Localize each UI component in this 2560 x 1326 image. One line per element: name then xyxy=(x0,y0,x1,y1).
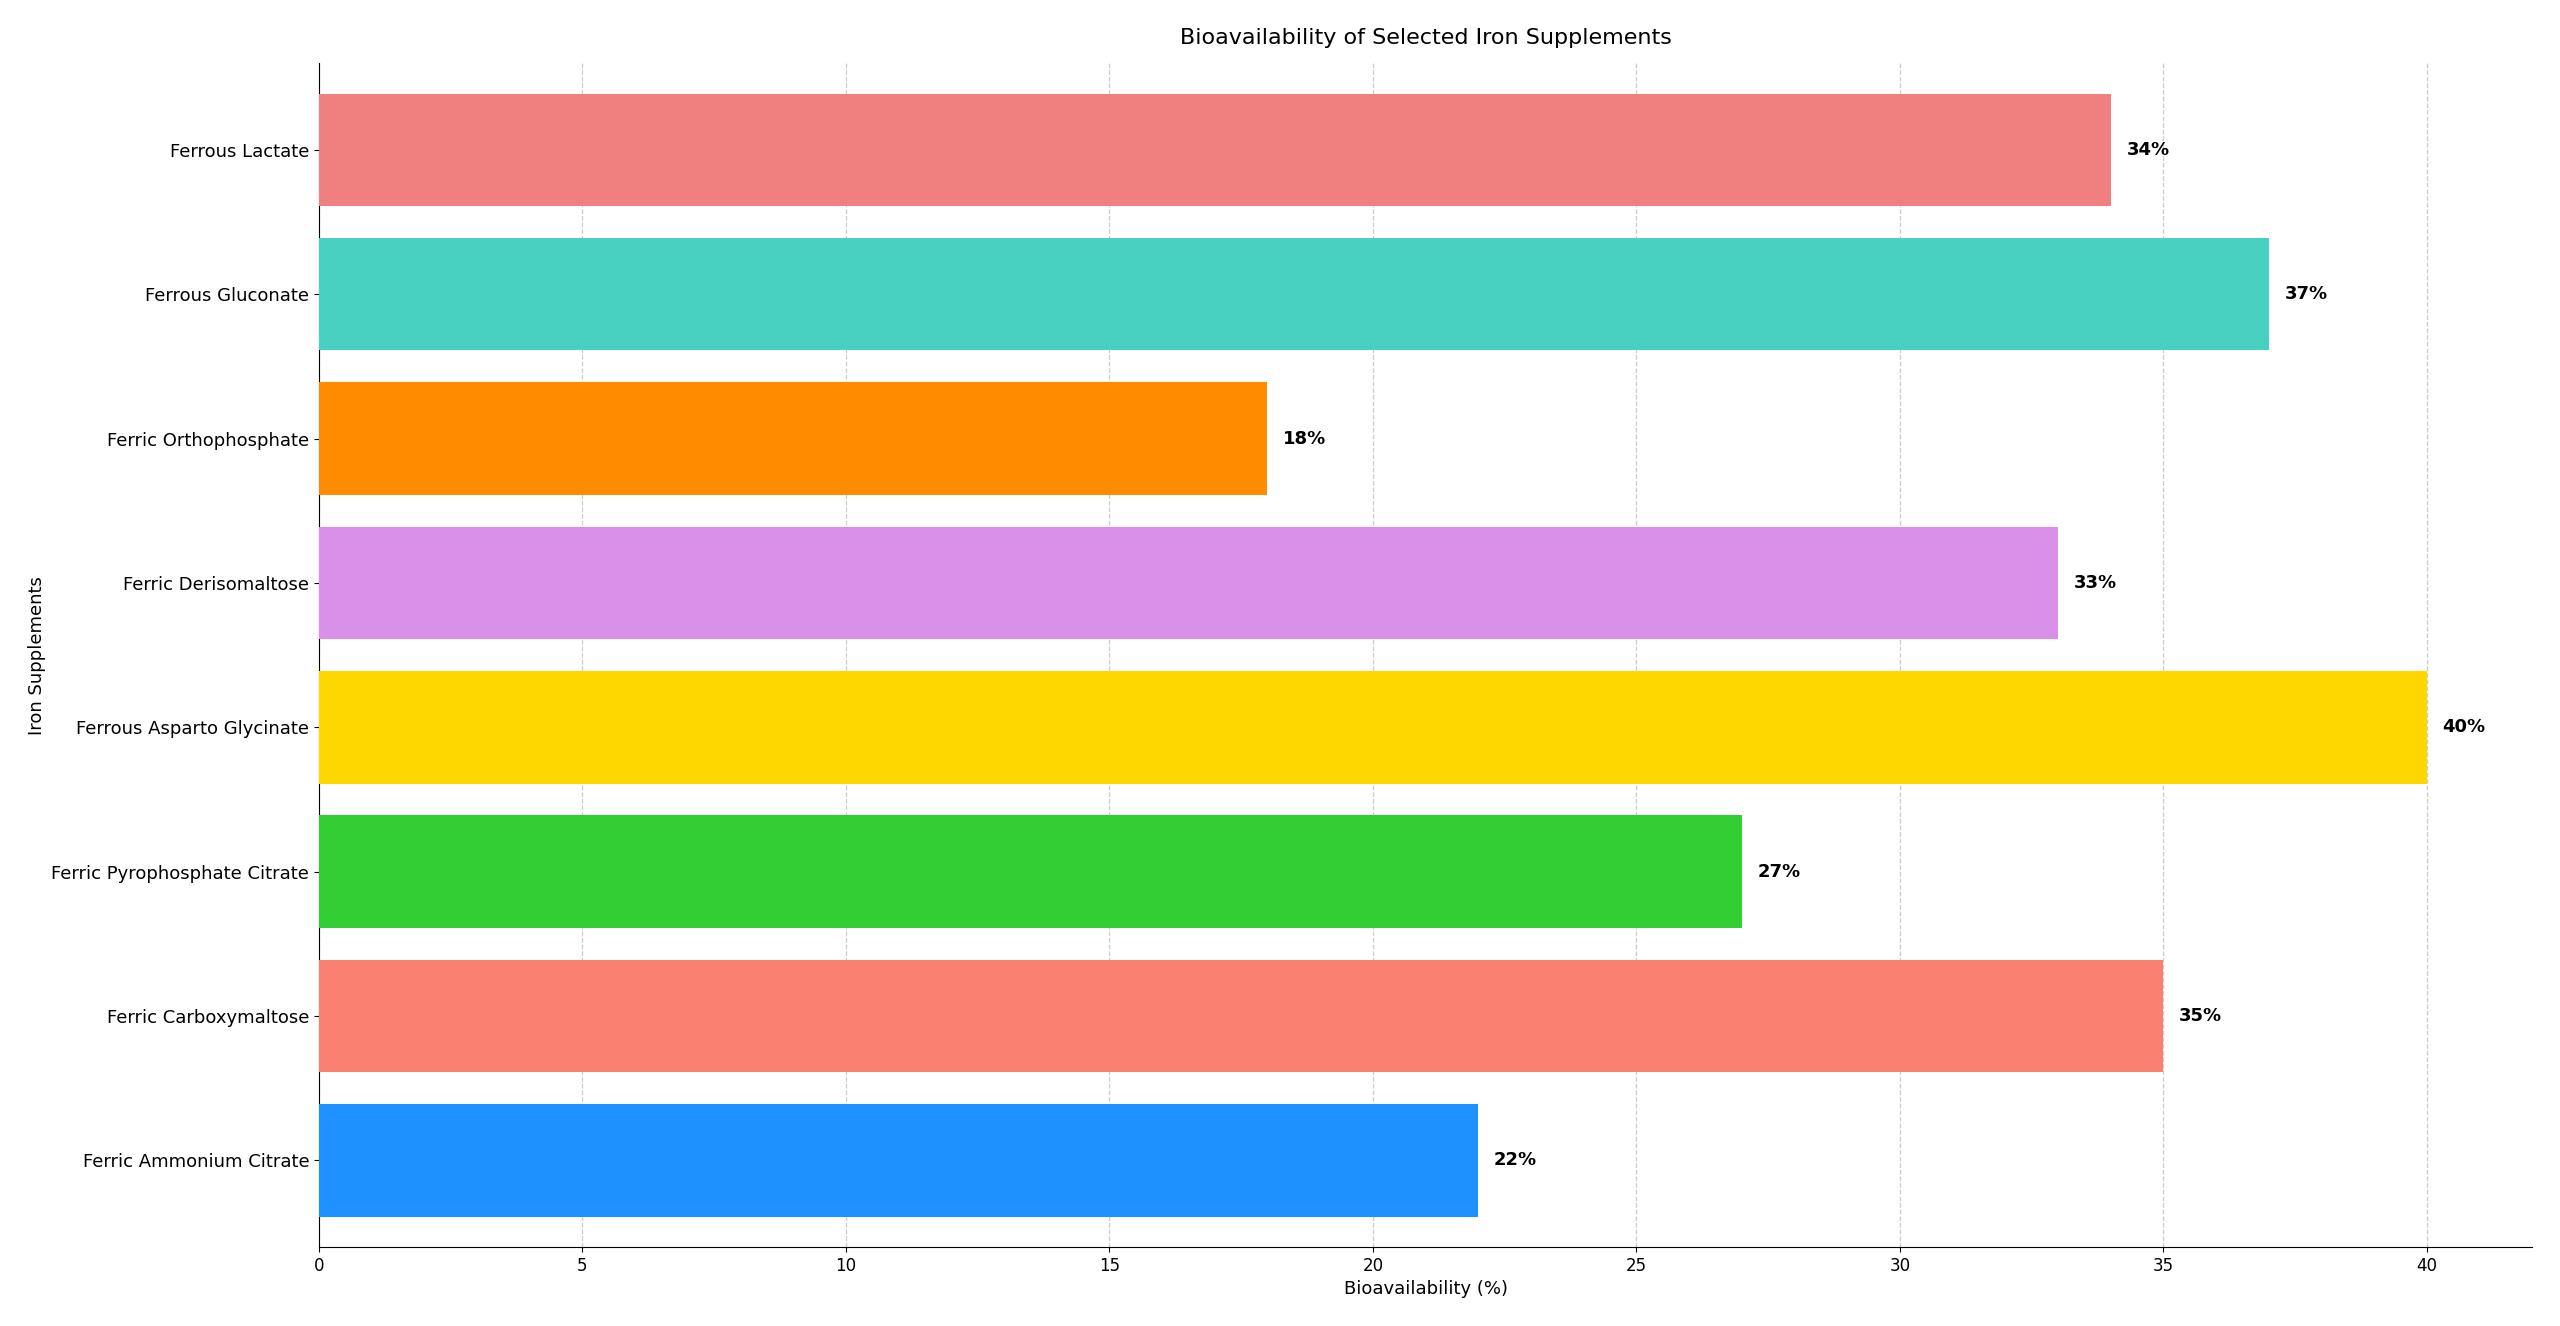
Bar xyxy=(320,526,2058,639)
Text: 34%: 34% xyxy=(2127,141,2168,159)
Text: 27%: 27% xyxy=(1759,863,1800,880)
Y-axis label: Iron Supplements: Iron Supplements xyxy=(28,575,46,735)
Bar xyxy=(320,671,2427,784)
Text: 33%: 33% xyxy=(2074,574,2117,591)
Bar xyxy=(320,960,2163,1073)
Text: 40%: 40% xyxy=(2442,719,2486,736)
Bar xyxy=(320,94,2109,206)
Bar xyxy=(320,237,2268,350)
Text: 18%: 18% xyxy=(1283,430,1326,448)
Bar xyxy=(320,815,1741,928)
Text: 22%: 22% xyxy=(1495,1151,1536,1170)
Text: 35%: 35% xyxy=(2179,1006,2222,1025)
X-axis label: Bioavailability (%): Bioavailability (%) xyxy=(1344,1280,1508,1298)
Text: 37%: 37% xyxy=(2284,285,2327,304)
Bar xyxy=(320,1105,1477,1217)
Title: Bioavailability of Selected Iron Supplements: Bioavailability of Selected Iron Supplem… xyxy=(1180,28,1672,48)
Bar xyxy=(320,382,1267,495)
